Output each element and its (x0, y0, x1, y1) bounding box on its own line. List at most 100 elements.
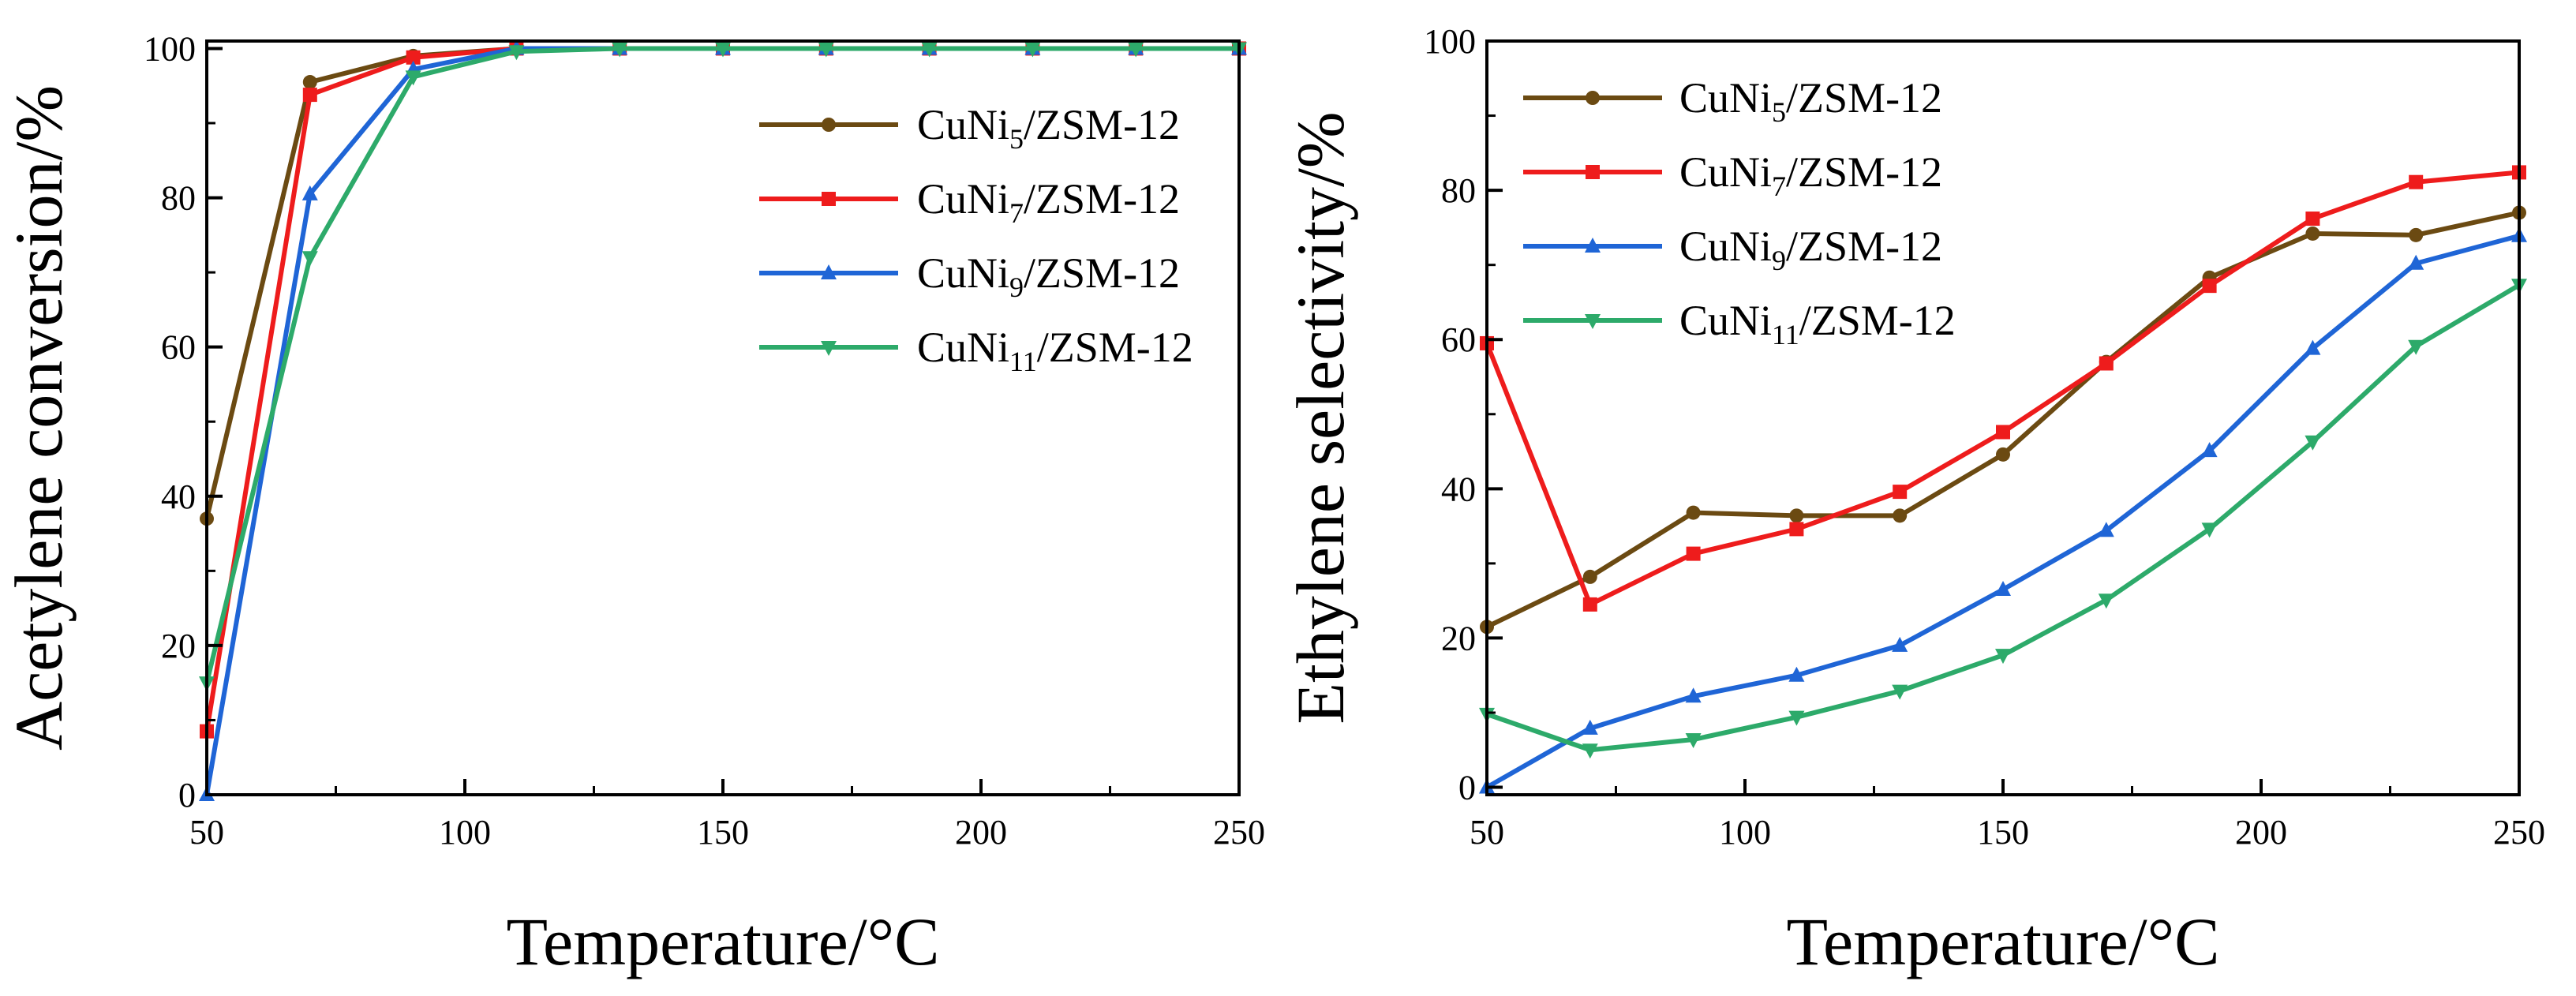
data-point-cuni9-zsm-12-90 (1685, 687, 1702, 703)
data-point-cuni7-zsm-12-90 (1686, 546, 1701, 561)
y-tick-label-40: 40 (161, 477, 196, 516)
data-point-cuni5-zsm-12-210 (2305, 226, 2320, 241)
legend-marker-cuni5-zsm-12 (822, 118, 836, 132)
y-tick-label-0: 0 (178, 776, 196, 814)
data-point-cuni11-zsm-12-150 (1995, 649, 2011, 665)
legend-item-cuni5-zsm-12: CuNi5/ZSM-12 (759, 101, 1180, 155)
data-point-cuni9-zsm-12-150 (1995, 580, 2011, 596)
legend-label-cuni5-zsm-12: CuNi5/ZSM-12 (917, 101, 1180, 155)
y-tick-label-100: 100 (144, 29, 196, 68)
legend: CuNi5/ZSM-12 CuNi7/ZSM-12 CuNi9/ZSM-12 CuNi… (759, 101, 1193, 377)
x-tick-label-250: 250 (2493, 813, 2545, 852)
data-point-cuni5-zsm-12-90 (1686, 505, 1701, 520)
data-point-cuni11-zsm-12-90 (1685, 733, 1702, 749)
legend-label-cuni9-zsm-12: CuNi9/ZSM-12 (917, 249, 1180, 303)
data-point-cuni9-zsm-12-130 (1892, 636, 1908, 652)
legend-label-cuni9-zsm-12: CuNi9/ZSM-12 (1679, 223, 1942, 276)
data-point-cuni7-zsm-12-110 (1789, 522, 1804, 537)
x-axis-title: Temperature/°C (507, 904, 940, 979)
y-tick-label-20: 20 (1441, 619, 1476, 657)
series-line-cuni7-zsm-12 (1485, 170, 2520, 607)
data-point-cuni9-zsm-12-70 (1582, 719, 1598, 735)
x-axis-title: Temperature/°C (1787, 904, 2220, 979)
data-point-cuni7-zsm-12-90 (406, 50, 421, 65)
data-point-cuni11-zsm-12-190 (921, 42, 938, 58)
data-point-cuni11-zsm-12-170 (2098, 593, 2114, 609)
data-point-cuni7-zsm-12-230 (2409, 174, 2424, 189)
legend-item-cuni9-zsm-12: CuNi9/ZSM-12 (759, 249, 1180, 303)
series-line-cuni9-zsm-12 (204, 46, 1239, 796)
data-point-cuni11-zsm-12-210 (1024, 42, 1041, 58)
series-line-cuni5-zsm-12 (1485, 210, 2520, 629)
data-point-cuni9-zsm-12-70 (301, 185, 318, 200)
y-tick-label-20: 20 (161, 627, 196, 665)
legend-item-cuni9-zsm-12: CuNi9/ZSM-12 (1523, 223, 1942, 276)
legend-item-cuni7-zsm-12: CuNi7/ZSM-12 (759, 175, 1180, 229)
legend-marker-cuni7-zsm-12 (822, 192, 836, 206)
legend-marker-cuni9-zsm-12 (1585, 238, 1601, 253)
y-tick-label-0: 0 (1458, 769, 1476, 807)
legend-label-cuni7-zsm-12: CuNi7/ZSM-12 (1679, 148, 1942, 202)
data-point-cuni7-zsm-12-190 (2202, 279, 2217, 294)
plot-frame (205, 39, 1241, 796)
data-point-cuni11-zsm-12-90 (405, 70, 421, 86)
y-axis-title: Acetylene conversion/% (1, 85, 77, 751)
chart-acetylene-conversion: 50 100 150 200 250 0 20 40 60 80 100 Temperature/°C… (1, 29, 1265, 979)
legend: CuNi5/ZSM-12 CuNi7/ZSM-12 CuNi9/ZSM-12 CuNi… (1523, 74, 1956, 350)
legend-label-cuni11-zsm-12: CuNi11/ZSM-12 (917, 324, 1193, 377)
data-point-cuni5-zsm-12-150 (1996, 447, 2010, 462)
data-point-cuni9-zsm-12-190 (2201, 442, 2218, 458)
x-tick-label-200: 200 (2235, 813, 2287, 852)
x-tick-label-200: 200 (955, 813, 1007, 852)
data-point-cuni11-zsm-12-70 (301, 251, 318, 267)
data-point-cuni11-zsm-12-130 (1892, 684, 1908, 700)
legend-marker-cuni7-zsm-12 (1586, 165, 1600, 179)
legend-label-cuni5-zsm-12: CuNi5/ZSM-12 (1679, 74, 1942, 128)
legend-marker-cuni11-zsm-12 (1585, 314, 1601, 329)
legend-label-cuni11-zsm-12: CuNi11/ZSM-12 (1679, 297, 1956, 350)
legend-item-cuni5-zsm-12: CuNi5/ZSM-12 (1523, 74, 1942, 128)
x-tick-label-50: 50 (1470, 813, 1504, 852)
data-point-cuni11-zsm-12-230 (1128, 42, 1144, 58)
legend-item-cuni11-zsm-12: CuNi11/ZSM-12 (1523, 297, 1956, 350)
legend-label-cuni7-zsm-12: CuNi7/ZSM-12 (917, 175, 1180, 229)
x-tick-label-150: 150 (697, 813, 749, 852)
y-tick-label-100: 100 (1424, 22, 1476, 61)
data-point-cuni11-zsm-12-190 (2201, 522, 2218, 538)
x-tick-label-150: 150 (1977, 813, 2029, 852)
y-tick-label-40: 40 (1441, 470, 1476, 508)
y-tick-label-60: 60 (1441, 320, 1476, 359)
y-tick-label-60: 60 (161, 328, 196, 367)
series-line-cuni7-zsm-12 (204, 46, 1239, 732)
data-point-cuni5-zsm-12-70 (1582, 569, 1597, 584)
x-tick-label-100: 100 (439, 813, 491, 852)
data-point-cuni11-zsm-12-110 (1788, 710, 1805, 726)
data-point-cuni5-zsm-12-70 (302, 75, 317, 90)
data-point-cuni11-zsm-12-230 (2408, 339, 2424, 355)
data-point-cuni9-zsm-12-210 (2305, 339, 2321, 355)
legend-marker-cuni9-zsm-12 (821, 264, 837, 279)
data-point-cuni5-zsm-12-230 (2409, 227, 2424, 242)
data-point-cuni7-zsm-12-170 (2099, 356, 2114, 371)
data-point-cuni7-zsm-12-150 (1996, 425, 2010, 440)
legend-marker-cuni11-zsm-12 (821, 341, 837, 356)
data-point-cuni7-zsm-12-210 (2305, 212, 2320, 227)
data-point-cuni9-zsm-12-170 (2098, 522, 2114, 537)
x-tick-label-250: 250 (1213, 813, 1265, 852)
data-point-cuni7-zsm-12-130 (1893, 485, 1908, 500)
data-point-cuni11-zsm-12-130 (612, 42, 628, 58)
y-tick-label-80: 80 (161, 179, 196, 218)
plot-frame (1485, 39, 2521, 796)
legend-item-cuni11-zsm-12: CuNi11/ZSM-12 (759, 324, 1193, 377)
x-tick-label-100: 100 (1719, 813, 1771, 852)
chart-ethylene-selectivity: 50 100 150 200 250 0 20 40 60 80 100 Temperature/°C… (1282, 22, 2545, 979)
legend-marker-cuni5-zsm-12 (1586, 91, 1600, 105)
y-tick-label-80: 80 (1441, 171, 1476, 210)
y-axis-title: Ethylene selectivity/% (1282, 111, 1358, 724)
data-point-cuni11-zsm-12-150 (715, 42, 731, 58)
data-point-cuni11-zsm-12-70 (1582, 743, 1598, 759)
data-point-cuni7-zsm-12-70 (1582, 597, 1597, 612)
data-point-cuni9-zsm-12-110 (1788, 666, 1805, 682)
data-point-cuni11-zsm-12-210 (2305, 435, 2321, 451)
